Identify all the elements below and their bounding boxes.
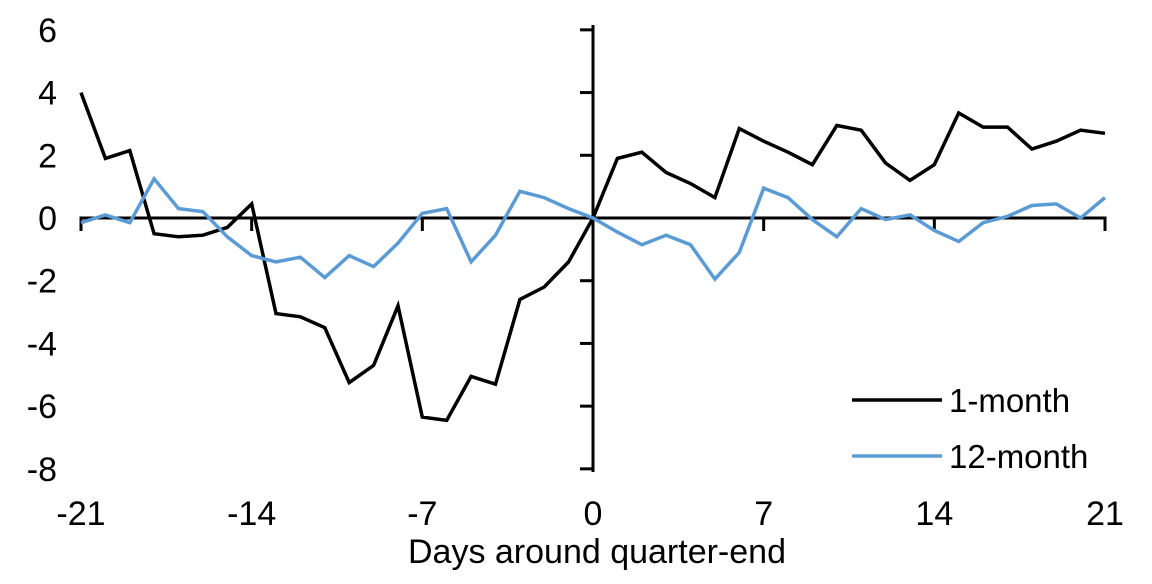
- series-line-12-month: [80, 175, 1107, 282]
- x-tick-label: -7: [407, 495, 437, 533]
- legend: 1-month 12-month: [852, 382, 1088, 475]
- x-tick-label: -14: [227, 495, 276, 533]
- y-tick-label: -2: [27, 263, 57, 301]
- x-axis-title: Days around quarter-end: [408, 533, 786, 571]
- x-tick-label: 14: [915, 495, 953, 533]
- y-tick-label: 6: [38, 12, 57, 50]
- axes: -21 -14 -7 0 7 14 21 6 4 2 0 -2 -4 -6 -8: [27, 12, 1124, 533]
- y-tick-label: -6: [27, 388, 57, 426]
- data-series: [79, 91, 1107, 423]
- x-tick-label: -21: [56, 495, 105, 533]
- x-tick-label: 7: [754, 495, 773, 533]
- y-tick-label: -4: [27, 325, 57, 363]
- y-tick-label: 2: [38, 137, 57, 175]
- legend-label-1-month: 1-month: [949, 382, 1070, 419]
- legend-label-12-month: 12-month: [949, 438, 1088, 475]
- y-tick-label: -8: [27, 451, 57, 489]
- x-tick-label: 21: [1086, 495, 1124, 533]
- x-tick-label: 0: [584, 495, 603, 533]
- y-tick-label: 4: [38, 75, 57, 113]
- y-tick-label: 0: [38, 200, 57, 238]
